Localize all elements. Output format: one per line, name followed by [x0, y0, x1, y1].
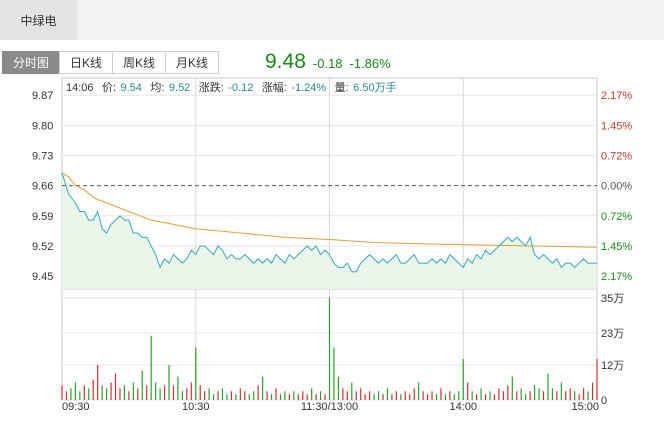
volume-tick-label: 0	[601, 395, 607, 407]
percent-tick-label: 1.45%	[601, 120, 632, 132]
info-pct-label: 涨幅:	[262, 81, 287, 94]
info-time: 14:06	[66, 82, 94, 94]
time-tick-label: 09:30	[62, 401, 90, 413]
volume-tick-label: 12万	[601, 360, 624, 372]
price-tick-label: 9.73	[32, 151, 53, 163]
price-tick-label: 9.80	[32, 120, 53, 132]
info-change-value: -0.12	[228, 82, 253, 94]
info-change-label: 涨跌:	[199, 80, 224, 94]
price-tick-label: 9.66	[32, 181, 53, 193]
info-avg-label: 均:	[150, 81, 164, 94]
info-avg-value: 9.52	[169, 82, 190, 94]
percent-tick-label: 0.72%	[601, 151, 632, 163]
time-tick-label: 15:00	[571, 401, 599, 413]
tab-monthly-k[interactable]: 月K线	[165, 51, 220, 74]
info-volume-value: 6.50万手	[353, 80, 396, 94]
current-price: 9.48	[265, 50, 306, 73]
time-tick-label: 11:30/13:00	[301, 401, 358, 413]
time-axis-labels: 09:30 10:30 11:30/13:00 14:00 15:00	[62, 401, 599, 413]
info-price-value: 9.54	[121, 82, 142, 94]
time-tick-label: 14:00	[449, 401, 477, 413]
percent-tick-label: 0.72%	[601, 211, 632, 223]
stock-name: 中绿电	[20, 13, 57, 28]
price-tick-label: 9.87	[32, 90, 53, 102]
average-price-line	[61, 172, 598, 248]
price-area-fill	[62, 172, 597, 289]
chart-type-tabs: 分时图 日K线 周K线 月K线	[2, 51, 220, 74]
volume-tick-label: 35万	[601, 293, 624, 305]
price-tick-label: 9.59	[32, 211, 53, 223]
percent-tick-label: 1.45%	[601, 241, 632, 253]
stock-title-tab[interactable]: 中绿电	[0, 0, 78, 40]
price-tick-label: 9.45	[32, 271, 53, 283]
info-line: 14:06 价: 9.54 均: 9.52 涨跌: -0.12 涨幅: -1.2…	[66, 78, 397, 95]
info-price-label: 价:	[102, 81, 116, 94]
volume-tick-label: 23万	[601, 328, 624, 340]
percent-axis-labels: 2.17% 1.45% 0.72% 0.00% 0.72% 1.45% 2.17%	[601, 90, 632, 283]
price-axis-labels: 9.87 9.80 9.73 9.66 9.59 9.52 9.45	[32, 90, 53, 283]
price-change-pct: -1.86%	[349, 56, 391, 71]
percent-tick-label: 0.00%	[601, 181, 632, 193]
tab-weekly-k[interactable]: 周K线	[112, 51, 167, 74]
price-line	[61, 172, 597, 273]
volume-bars	[61, 297, 598, 400]
price-change: -0.18	[312, 56, 343, 71]
info-pct-value: -1.24%	[291, 82, 326, 94]
time-tick-label: 10:30	[182, 401, 210, 413]
volume-axis-labels: 35万 23万 12万 0	[601, 293, 624, 407]
price-tick-label: 9.52	[32, 241, 53, 253]
percent-tick-label: 2.17%	[601, 90, 632, 102]
title-bar	[77, 0, 664, 40]
quote-summary: 9.48 -0.18 -1.86%	[265, 50, 391, 74]
info-volume-label: 量:	[335, 81, 349, 94]
percent-tick-label: 2.17%	[601, 271, 632, 283]
